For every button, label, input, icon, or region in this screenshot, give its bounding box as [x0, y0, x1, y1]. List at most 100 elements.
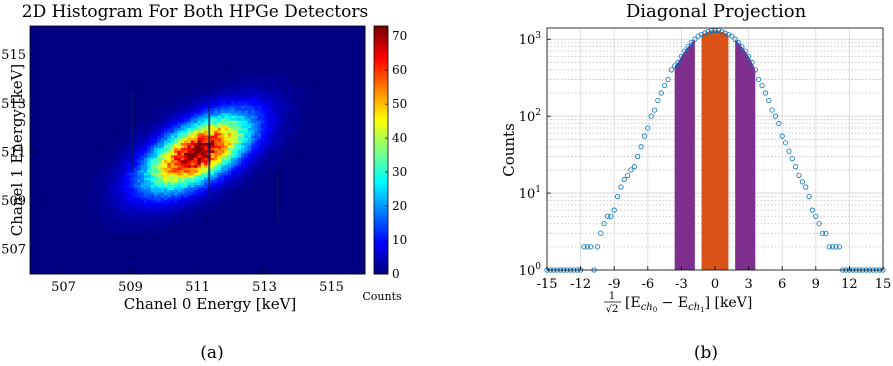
heatmap-cell: [180, 266, 185, 270]
heatmap-cell: [184, 254, 188, 258]
heatmap-cell: [127, 204, 131, 208]
heatmap-cell: [103, 97, 108, 101]
heatmap-cell: [33, 145, 38, 148]
heatmap-cell: [157, 80, 162, 84]
heatmap-cell: [76, 70, 81, 74]
heatmap-cell: [153, 80, 158, 84]
heatmap-cell: [170, 239, 175, 243]
heatmap-cell: [97, 192, 101, 196]
heatmap-cell: [184, 189, 188, 193]
heatmap-cell: [164, 199, 168, 203]
heatmap-cell: [137, 110, 141, 114]
heatmap-cell: [66, 85, 71, 89]
heatmap-cell: [187, 224, 192, 228]
heatmap-cell: [177, 140, 182, 143]
heatmap-cell: [76, 90, 81, 94]
heatmap-cell: [110, 249, 115, 253]
heatmap-cell: [150, 150, 155, 153]
heatmap-cell: [113, 226, 118, 230]
heatmap-cell: [160, 231, 165, 235]
heatmap-cell: [30, 110, 34, 114]
heatmap-cell: [187, 95, 192, 99]
heatmap-cell: [110, 140, 115, 143]
heatmap-cell: [40, 147, 44, 151]
heatmap-cell: [184, 65, 188, 69]
heatmap-cell: [187, 80, 192, 84]
heatmap-cell: [63, 154, 68, 158]
heatmap-cell: [70, 229, 74, 233]
heatmap-cell: [160, 60, 165, 64]
heatmap-cell: [187, 55, 192, 59]
heatmap-cell: [167, 38, 172, 42]
heatmap-cell: [110, 172, 115, 176]
heatmap-cell: [160, 157, 165, 161]
heatmap-cell: [127, 259, 131, 262]
heatmap-cell: [56, 60, 61, 64]
heatmap-cell: [140, 261, 145, 265]
heatmap-cell: [140, 179, 145, 183]
heatmap-cell: [187, 135, 192, 138]
heatmap-cell: [153, 102, 158, 106]
heatmap-cell: [177, 174, 182, 178]
heatmap-cell: [113, 140, 118, 143]
heatmap-cell: [147, 214, 151, 218]
heatmap-cell: [110, 50, 115, 54]
heatmap-cell: [174, 122, 178, 126]
heatmap-cell: [80, 157, 84, 161]
heatmap-cell: [177, 100, 182, 104]
heatmap-cell: [160, 269, 165, 272]
heatmap-cell: [177, 80, 182, 84]
heatmap-cell: [97, 167, 101, 171]
heatmap-cell: [174, 102, 178, 106]
heatmap-cell: [90, 259, 95, 262]
heatmap-cell: [110, 55, 115, 59]
heatmap-cell: [113, 142, 118, 146]
heatmap-cell: [164, 192, 168, 196]
heatmap-cell: [80, 219, 84, 223]
heatmap-cell: [60, 102, 64, 106]
heatmap-cell: [190, 73, 195, 76]
heatmap-cell: [36, 234, 41, 238]
heatmap-cell: [133, 60, 138, 64]
heatmap-cell: [140, 204, 145, 208]
heatmap-cell: [43, 256, 48, 260]
heatmap-cell: [93, 207, 98, 210]
heatmap-cell: [33, 246, 38, 250]
heatmap-cell: [73, 241, 78, 245]
heatmap-cell: [90, 221, 95, 225]
heatmap-cell: [143, 30, 148, 34]
heatmap-cell: [53, 231, 58, 235]
heatmap-cell: [50, 35, 54, 39]
heatmap-cell: [107, 157, 111, 161]
heatmap-cell: [46, 80, 51, 84]
heatmap-cell: [86, 207, 91, 210]
heatmap-cell: [190, 202, 195, 205]
heatmap-cell: [110, 142, 115, 146]
heatmap-cell: [80, 150, 84, 153]
heatmap-cell: [117, 221, 121, 225]
heatmap-cell: [123, 259, 128, 262]
heatmap-cell: [50, 92, 54, 96]
heatmap-cell: [113, 172, 118, 176]
heatmap-cell: [137, 182, 141, 186]
heatmap-cell: [127, 95, 131, 99]
heatmap-cell: [184, 132, 188, 136]
heatmap-cell: [174, 43, 178, 47]
heatmap-cell: [53, 83, 58, 86]
heatmap-cell: [70, 246, 74, 250]
heatmap-cell: [164, 55, 168, 59]
heatmap-cell: [70, 58, 74, 62]
heatmap-cell: [113, 88, 118, 91]
heatmap-cell: [73, 194, 78, 198]
heatmap-cell: [153, 216, 158, 220]
heatmap-cell: [60, 48, 64, 52]
heatmap-cell: [97, 88, 101, 91]
heatmap-cell: [83, 254, 88, 258]
heatmap-cell: [100, 150, 105, 153]
heatmap-cell: [140, 269, 145, 272]
heatmap-cell: [66, 157, 71, 161]
heatmap-cell: [157, 147, 162, 151]
heatmap-cell: [83, 226, 88, 230]
heatmap-cell: [97, 102, 101, 106]
heatmap-cell: [150, 112, 155, 116]
